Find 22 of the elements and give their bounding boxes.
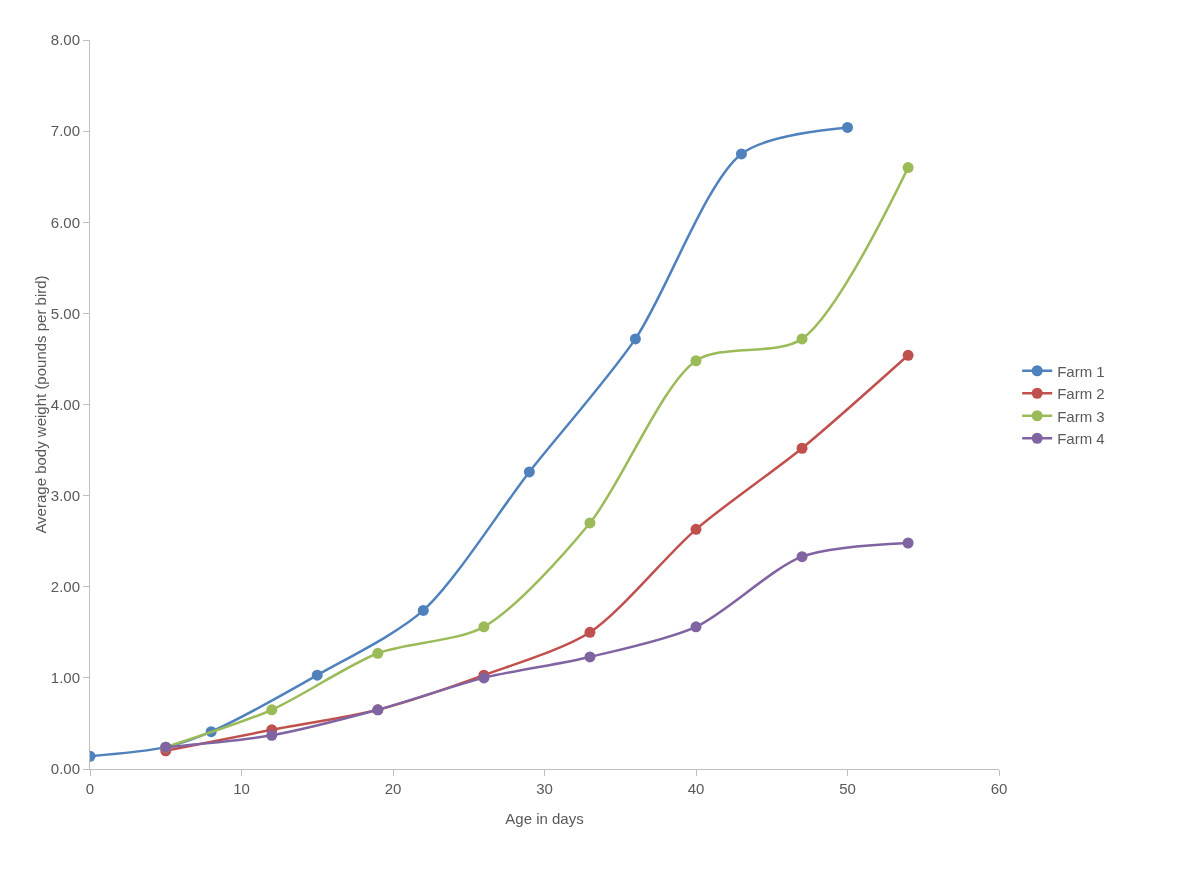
- y-tick-label: 0.00: [50, 760, 80, 778]
- x-tick-label: 0: [85, 780, 95, 797]
- y-tick-label: 2.00: [50, 578, 80, 595]
- x-tick-label: 30: [536, 780, 553, 797]
- legend-label: Farm 4: [1057, 430, 1105, 448]
- legend-label: Farm 3: [1057, 407, 1105, 425]
- x-tick-label: 10: [233, 780, 250, 797]
- y-axis-title: Average body weight (pounds per bird): [31, 275, 49, 534]
- x-tick-label: 20: [384, 780, 402, 797]
- y-tick-label: 3.00: [50, 486, 80, 504]
- y-tick-label: 1.00: [50, 669, 80, 687]
- y-tick-label: 5.00: [50, 304, 80, 322]
- x-tick-label: 50: [839, 780, 856, 797]
- y-tick-label: 7.00: [50, 122, 80, 140]
- x-tick-label: 60: [990, 780, 1008, 797]
- y-tick-label: 6.00: [50, 213, 80, 231]
- x-tick-label: 40: [687, 780, 705, 797]
- y-tick-label: 8.00: [50, 31, 80, 49]
- legend-label: Farm 2: [1057, 385, 1105, 403]
- legend-label: Farm 1: [1057, 362, 1105, 380]
- y-tick-label: 4.00: [50, 395, 80, 413]
- x-axis-title: Age in days: [505, 810, 584, 827]
